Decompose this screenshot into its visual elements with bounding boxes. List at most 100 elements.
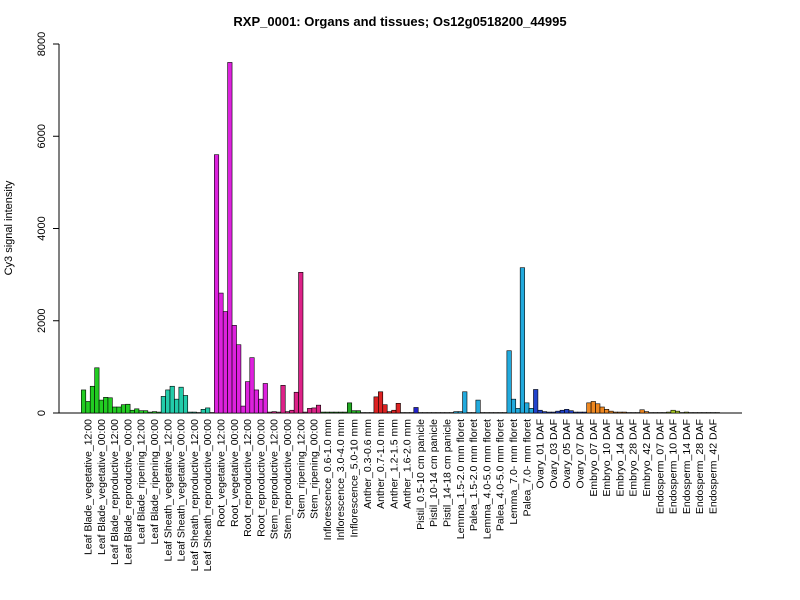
bar [311,407,317,414]
bar [298,272,304,414]
x-tick-label: Root_reproductive_00:00 [255,419,267,537]
bar [568,410,574,414]
bar [267,411,273,414]
bar [125,403,131,414]
bar [107,397,113,414]
bar [519,267,525,414]
bar [89,385,95,414]
x-tick-label: Anther_1.6-2.0 mm [402,419,414,509]
bar [236,344,242,414]
x-tick-label: Leaf Blade_ripening_12:00 [136,419,148,545]
x-tick-label: Embryo_14 DAF [614,419,626,497]
bar [338,411,344,414]
bar [643,411,650,414]
bar [675,410,681,414]
bar [648,412,654,414]
bar [280,385,286,414]
bar [143,410,149,414]
x-tick-label: Pistil_14-18 cm panicle [442,419,454,527]
bar [604,409,610,414]
x-tick-label: Endosperm_07 DAF [654,419,666,514]
bar [94,367,100,414]
y-tick-label: 4000 [36,216,48,240]
x-tick-label: Leaf Blade_reproductive_12:00 [109,419,121,565]
bar [178,386,184,414]
x-tick-label: Stem_reproductive_12:00 [269,419,281,539]
x-tick-label: Leaf Sheath_vegetative_00:00 [176,419,188,562]
y-tick-label: 6000 [36,124,48,148]
bar [214,154,220,414]
bar [351,410,357,414]
bar [151,411,158,414]
bar [657,412,663,414]
x-tick-label: Anther_1.2-1.5 mm [388,419,400,509]
x-tick-label: Embryo_42 DAF [641,419,653,497]
y-axis-label: Cy3 signal intensity [3,180,15,275]
bar [431,412,437,414]
bar [169,385,175,414]
bar [590,401,596,414]
x-tick-label: Root_reproductive_12:00 [242,419,254,537]
bar [435,412,441,414]
x-tick-label: Lemma_4.0-5.0 mm floret [481,419,493,539]
x-axis-labels: Leaf Blade_vegetative_12:00 Leaf Blade_ve… [83,419,720,572]
bar [542,411,548,414]
x-tick-label: Anther_0.7-1.0 mm [375,419,387,509]
x-tick-label: Endosperm_42 DAF [708,419,720,514]
bar [692,412,698,414]
bar [683,411,689,414]
bar [550,411,556,414]
bar [165,389,171,414]
bar [417,412,423,414]
bar [342,411,348,414]
bar [160,396,166,414]
bar [453,411,459,414]
bar [440,412,446,414]
bar [422,412,428,414]
bar [191,411,197,414]
bar [595,403,601,414]
bar [378,391,384,414]
bar [253,389,259,414]
x-tick-label: Stem_ripening_00:00 [309,419,321,519]
bar [333,411,339,414]
bar [701,412,707,414]
bar [187,411,193,414]
bar [577,411,583,414]
x-tick-label: Inflorescence_5.0-10 mm [348,419,360,538]
bar [320,411,326,414]
bar [670,409,676,414]
x-tick-label: Ovary_05 DAF [561,419,573,488]
bar [537,409,543,414]
chart-title: RXP_0001: Organs and tissues; Os12g05182… [233,14,566,29]
bar [196,412,202,414]
bar [231,325,237,414]
bar [581,411,587,414]
bar [324,411,330,414]
bar [630,412,636,414]
bar [369,412,375,414]
bar [635,412,641,414]
bar [506,350,512,414]
bar [373,396,379,414]
bar [147,411,153,414]
bar [515,408,521,414]
bar [112,406,118,414]
x-tick-label: Stem_reproductive_00:00 [282,419,294,539]
bar [400,412,406,414]
x-tick-label: Leaf Sheath_reproductive_00:00 [202,419,214,572]
bar [710,412,716,414]
bar [209,412,215,414]
bar [714,412,720,414]
bar [258,398,264,414]
bar [364,412,370,414]
bar [404,412,410,414]
bar [138,410,144,414]
bar [679,412,685,414]
bar [293,391,299,414]
x-tick-label: Palea_1.5-2.0 mm floret [468,419,480,531]
x-tick-label: Ovary_07 DAF [575,419,587,488]
bar [466,412,472,414]
x-tick-label: Embryo_07 DAF [588,419,600,497]
bar [706,412,712,414]
